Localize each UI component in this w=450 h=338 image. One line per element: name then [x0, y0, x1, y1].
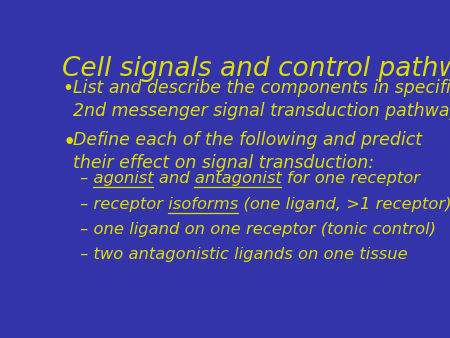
Text: •: •: [63, 79, 74, 98]
Text: •: •: [63, 131, 76, 154]
Text: – receptor isoforms (one ligand, >1 receptor): – receptor isoforms (one ligand, >1 rece…: [80, 197, 450, 212]
Text: – one ligand on one receptor (tonic control): – one ligand on one receptor (tonic cont…: [80, 222, 436, 237]
Text: – agonist and antagonist for one receptor: – agonist and antagonist for one recepto…: [80, 171, 419, 187]
Text: Define each of the following and predict
their effect on signal transduction:: Define each of the following and predict…: [73, 131, 423, 172]
Text: – two antagonistic ligands on one tissue: – two antagonistic ligands on one tissue: [80, 247, 407, 262]
Text: Cell signals and control pathways: Cell signals and control pathways: [63, 56, 450, 82]
Text: List and describe the components in specific
2nd messenger signal transduction p: List and describe the components in spec…: [73, 79, 450, 120]
